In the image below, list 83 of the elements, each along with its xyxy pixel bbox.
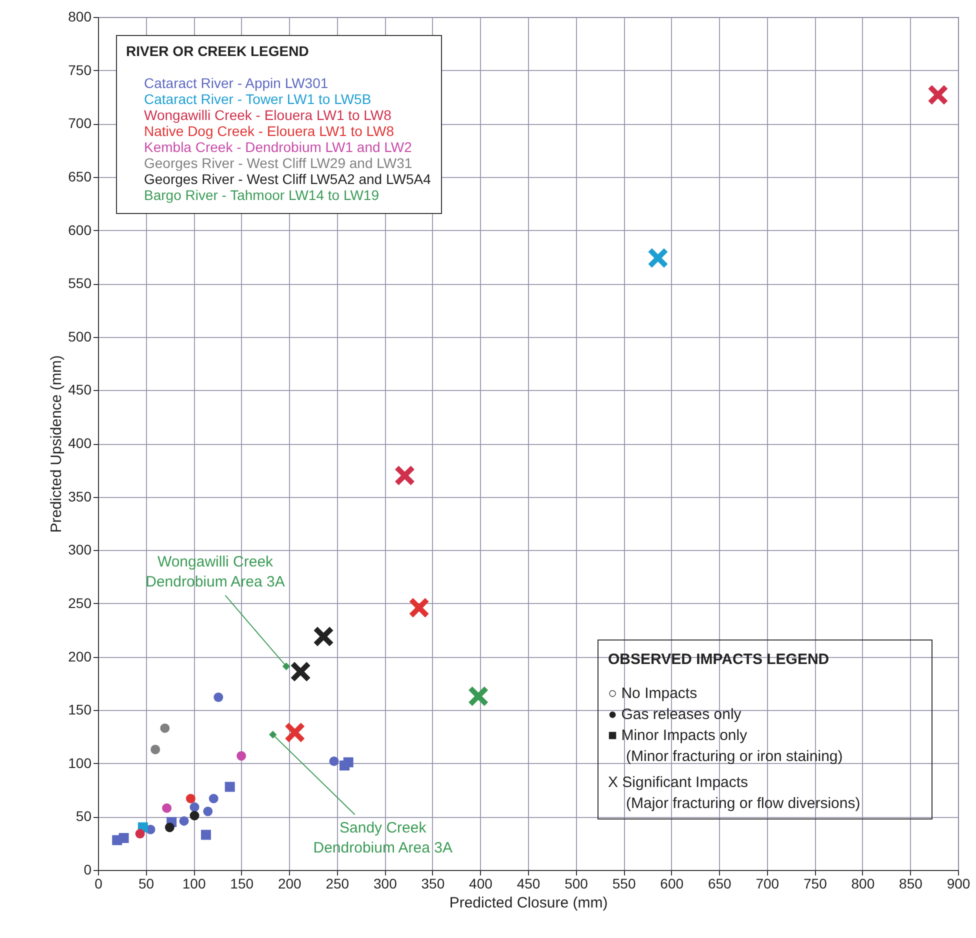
y-tick-label: 50 [76, 808, 92, 824]
y-tick-label: 100 [68, 754, 92, 771]
text: Georges River - West Cliff LW5A2 and LW5A4 [144, 171, 432, 187]
annotation: Sandy Creek Dendrobium Area 3A [313, 820, 452, 857]
text: Native Dog Creek - Elouera LW1 to LW8 [144, 123, 394, 139]
text: Wongawilli Creek - Elouera LW1 to LW8 [144, 107, 392, 123]
x-tick-label: 850 [899, 876, 923, 892]
text: Cataract River - Appin LW301 [144, 75, 328, 91]
y-tick-label: 450 [68, 382, 92, 398]
text: Kembla Creek - Dendrobium LW1 and LW2 [144, 139, 412, 155]
annotation: ○ No Impacts [608, 685, 698, 702]
annotation: (Minor fracturing or iron staining) [626, 748, 843, 765]
x-tick-label: 450 [516, 876, 540, 892]
text: Georges River - West Cliff LW29 and LW31 [144, 155, 412, 171]
text: Cataract River - Tower LW1 to LW5B [144, 91, 372, 107]
y-tick-label: 0 [84, 862, 92, 878]
x-tick-label: 350 [421, 876, 445, 892]
x-axis-title: Predicted Closure (mm) [449, 894, 608, 912]
x-tick-label: 550 [612, 876, 636, 892]
y-tick-label: 700 [68, 115, 92, 132]
x-tick-label: 750 [803, 876, 828, 892]
x-tick-label: 0 [94, 876, 103, 892]
y-tick-label: 550 [68, 275, 92, 292]
point [200, 830, 211, 840]
point [268, 730, 277, 738]
y-tick-label: 650 [68, 168, 92, 184]
y-tick-label: 800 [68, 8, 92, 24]
point [190, 810, 200, 820]
point [160, 723, 170, 733]
legend-title: RIVER OR CREEK LEGEND [126, 43, 309, 59]
point [928, 85, 948, 105]
point [285, 722, 305, 742]
x-tick-label: 250 [326, 876, 350, 892]
point [208, 794, 218, 804]
x-tick-label: 100 [182, 876, 206, 892]
point [224, 782, 235, 792]
x-tick-label: 400 [469, 876, 493, 892]
point [314, 626, 334, 646]
annotation: X Significant Impacts [608, 774, 748, 791]
point [409, 598, 429, 618]
y-axis-title: Predicted Upsidence (mm) [48, 355, 66, 533]
x-tick-label: 700 [756, 876, 780, 892]
point [236, 751, 246, 761]
point [150, 744, 160, 754]
y-tick-label: 200 [68, 648, 92, 664]
annotation: OBSERVED IMPACTS LEGEND [608, 651, 830, 668]
text: Bargo River - Tahmoor LW14 to LW19 [144, 187, 380, 203]
point [162, 803, 172, 813]
point [329, 756, 339, 766]
point [214, 692, 224, 702]
y-tick-label: 300 [68, 542, 92, 558]
point [290, 662, 310, 682]
point [343, 757, 354, 768]
y-tick-label: 400 [68, 435, 92, 451]
x-tick-label: 300 [373, 876, 398, 892]
x-tick-label: 800 [851, 876, 875, 892]
y-tick-label: 500 [68, 328, 92, 344]
y-tick-label: 250 [68, 594, 92, 611]
point [118, 833, 129, 844]
x-tick-label: 200 [278, 876, 302, 892]
point [648, 248, 668, 268]
annotation: ■ Minor Impacts only [608, 727, 748, 744]
y-tick-label: 750 [68, 62, 92, 78]
point [394, 466, 414, 486]
y-tick-label: 600 [68, 222, 92, 238]
y-tick-label: 150 [68, 702, 92, 718]
y-tick-label: 350 [68, 488, 92, 504]
x-tick-label: 50 [138, 876, 154, 892]
x-tick-label: 650 [708, 876, 732, 892]
point [179, 816, 189, 826]
point [190, 802, 200, 812]
annotation: ● Gas releases only [608, 706, 742, 723]
point [203, 806, 213, 816]
x-tick-label: 600 [660, 876, 684, 892]
point [186, 794, 196, 804]
annotation: Wongawilli Creek Dendrobium Area 3A [146, 553, 285, 590]
x-tick-label: 900 [946, 876, 970, 892]
annotation: (Major fracturing or flow diversions) [626, 795, 860, 812]
x-tick-label: 500 [564, 876, 588, 892]
point [135, 829, 145, 838]
x-tick-label: 150 [230, 876, 254, 892]
point [468, 686, 488, 706]
point [164, 822, 174, 832]
